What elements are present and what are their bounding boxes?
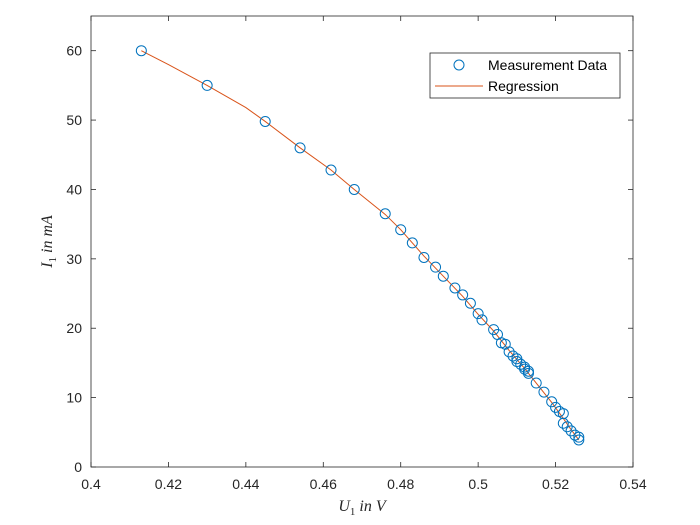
- regression-series: [141, 50, 580, 441]
- y-tick-label: 50: [66, 112, 82, 128]
- data-point: [561, 421, 573, 433]
- data-point: [511, 353, 523, 365]
- y-tick-label: 30: [66, 251, 82, 267]
- data-point: [406, 237, 418, 249]
- x-tick-label: 0.42: [155, 476, 182, 492]
- data-point: [511, 356, 523, 368]
- data-point: [522, 367, 534, 379]
- data-point: [507, 350, 519, 362]
- regression-line: [141, 50, 580, 441]
- x-tick-label: 0.54: [619, 476, 646, 492]
- y-tick-label: 20: [66, 320, 82, 336]
- data-point: [550, 401, 562, 413]
- data-point: [379, 208, 391, 220]
- data-point: [201, 79, 213, 91]
- data-point: [573, 434, 585, 446]
- data-point: [503, 346, 515, 358]
- data-point: [449, 282, 461, 294]
- x-tick-label: 0.5: [468, 476, 488, 492]
- y-tick-label: 10: [66, 390, 82, 406]
- y-axis-ticks: 0 10 20 30 40 50 60: [66, 43, 633, 475]
- legend-label-measurement: Measurement Data: [488, 57, 607, 73]
- data-point: [348, 183, 360, 195]
- data-point: [135, 45, 147, 57]
- data-point: [557, 417, 569, 429]
- x-axis-label: U1 in V: [338, 498, 388, 518]
- data-point: [395, 224, 407, 236]
- legend-marker-measurement: [453, 59, 465, 71]
- data-point: [472, 308, 484, 320]
- data-point: [538, 386, 550, 398]
- x-tick-label: 0.44: [232, 476, 259, 492]
- data-point: [457, 289, 469, 301]
- data-point: [430, 261, 442, 273]
- data-point: [418, 251, 430, 263]
- y-tick-label: 60: [66, 43, 82, 59]
- legend-label-regression: Regression: [488, 78, 559, 94]
- data-point: [294, 142, 306, 154]
- x-tick-label: 0.46: [310, 476, 337, 492]
- legend: Measurement Data Regression: [429, 52, 621, 99]
- data-point: [546, 396, 558, 408]
- data-point: [464, 297, 476, 309]
- x-tick-label: 0.48: [387, 476, 414, 492]
- data-point: [259, 115, 271, 127]
- data-point: [437, 270, 449, 282]
- data-point: [325, 164, 337, 176]
- data-point: [530, 377, 542, 389]
- measurement-series: [135, 45, 585, 446]
- y-axis-label: I1 in mA: [39, 215, 59, 269]
- x-tick-label: 0.4: [81, 476, 101, 492]
- y-tick-label: 40: [66, 181, 82, 197]
- data-point: [476, 314, 488, 326]
- x-axis-ticks: 0.4 0.42 0.44 0.46 0.48 0.5 0.52 0.54: [81, 16, 647, 492]
- data-point: [565, 425, 577, 437]
- data-point: [573, 431, 585, 443]
- x-tick-label: 0.52: [542, 476, 569, 492]
- y-tick-label: 0: [74, 459, 82, 475]
